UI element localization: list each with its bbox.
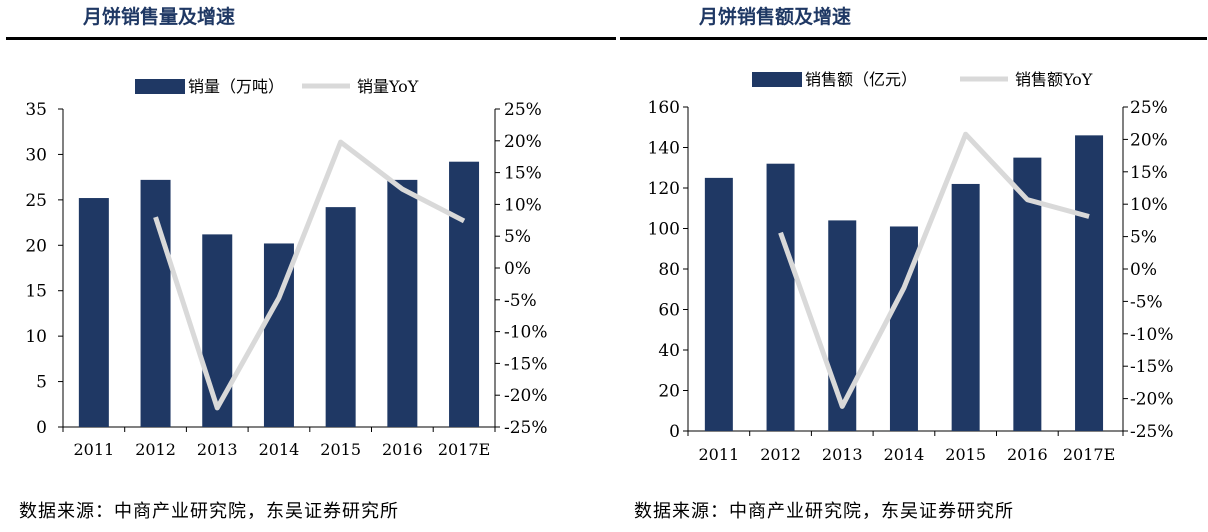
y-left-tick-label: 20 [658,382,680,402]
legend-swatch-bar [135,79,185,94]
y-right-tick-label: 20% [1130,130,1168,150]
chart-panel-sales: 月饼销售额及增速 0 20 40 60 80 100 120 140 160 -25% -20% -1… [604,0,1208,532]
bar-2017E [449,161,480,427]
y-right-tick-label: 5% [1130,228,1157,248]
y-left-tick-label: 30 [25,145,47,165]
chart-title: 月饼销售量及增速 [83,6,236,28]
bar-2011 [704,177,733,431]
bar-2015 [325,207,356,427]
y-right-tick-label: -5% [1130,292,1163,312]
x-tick-label: 2017E [1063,445,1115,464]
y-right-tick-label: 10% [504,195,542,215]
x-tick-label: 2016 [382,440,423,459]
y-right-tick-label: -25% [1130,422,1174,442]
chart-title: 月饼销售额及增速 [699,6,852,28]
x-tick-label: 2011 [698,445,739,464]
bar-2013 [202,234,233,427]
bar-2016 [387,179,418,427]
x-tick-label: 2014 [259,440,300,459]
y-right-tick-label: -15% [1130,357,1174,377]
y-right-tick-label: -10% [504,323,548,343]
bar-2015 [951,183,980,431]
y-right-tick-label: -10% [1130,325,1174,345]
x-tick-label: 2013 [822,445,863,464]
y-left-tick-label: 25 [25,191,47,211]
x-tick-label: 2015 [945,445,986,464]
x-tick-label: 2014 [884,445,925,464]
source-note: 数据来源：中商产业研究院，东吴证券研究所 [19,501,399,522]
chart-volume: 0 5 10 15 20 25 30 35 -25% -20% -15% -10% -5% 0% 5% 10%… [25,77,547,459]
plot-group: 0 20 40 60 80 100 120 140 160 -25% -20% -15% -10% -5%… [648,70,1174,464]
y-right-tick-label: -25% [504,418,548,438]
y-right-tick-label: 20% [504,132,542,152]
y-left-tick-label: 160 [648,98,680,118]
y-right-tick-label: 0% [504,259,531,279]
title-rule [6,37,616,40]
y-left-tick-label: 15 [25,282,47,302]
y-right-tick-label: 0% [1130,260,1157,280]
x-tick-label: 2013 [197,440,238,459]
plot-group: 0 5 10 15 20 25 30 35 -25% -20% -15% -10% -5% 0% 5% 10%… [25,77,547,459]
y-left-tick-label: 60 [658,301,680,321]
bar-2013 [828,220,857,431]
yoy-line [778,131,1090,409]
y-right-tick-label: -5% [504,291,537,311]
source-note: 数据来源：中商产业研究院，东吴证券研究所 [634,501,1014,522]
x-tick-label: 2015 [320,440,361,459]
y-right-tick-label: 15% [504,164,542,184]
legend-swatch-bar [752,72,802,87]
y-left-tick-label: 20 [25,236,47,256]
title-rule [620,37,1207,40]
bar-2012 [140,179,171,427]
y-right-tick-label: 10% [1130,195,1168,215]
chart-sales: 0 20 40 60 80 100 120 140 160 -25% -20% -15% -10% -5%… [648,70,1174,464]
chart-panel-volume: 月饼销售量及增速 0 5 10 15 20 25 30 35 -25% -20% -15% -10% -… [6,6,616,522]
y-left-tick-label: 80 [658,260,680,280]
y-left-tick-label: 0 [36,418,47,438]
y-right-tick-label: -20% [504,386,548,406]
legend-label-bar: 销售额（亿元） [805,70,917,89]
x-tick-label: 2012 [135,440,176,459]
y-left-tick-label: 10 [25,327,47,347]
x-tick-label: 2011 [73,440,114,459]
y-right-tick-label: 25% [1130,98,1168,118]
y-right-tick-label: -20% [1130,390,1174,410]
y-right-tick-label: -15% [504,354,548,374]
y-left-tick-label: 140 [648,139,680,159]
x-tick-label: 2017E [438,440,490,459]
x-tick-label: 2012 [760,445,801,464]
y-left-tick-label: 35 [25,100,47,120]
yoy-line [153,139,466,411]
y-left-tick-label: 0 [669,422,680,442]
y-left-tick-label: 5 [36,373,47,393]
bar-2011 [78,198,109,427]
legend-label-line: 销售额YoY [1015,70,1093,89]
y-left-tick-label: 100 [648,220,680,240]
legend-label-bar: 销量（万吨） [188,77,284,96]
bar-2017E [1075,135,1104,431]
y-right-tick-label: 15% [1130,163,1168,183]
y-right-tick-label: 5% [504,227,531,247]
x-tick-label: 2016 [1007,445,1048,464]
y-left-tick-label: 40 [658,341,680,361]
y-left-tick-label: 120 [648,179,680,199]
y-right-tick-label: 25% [504,100,542,120]
bar-2012 [766,163,795,431]
legend-label-line: 销量YoY [357,77,419,96]
